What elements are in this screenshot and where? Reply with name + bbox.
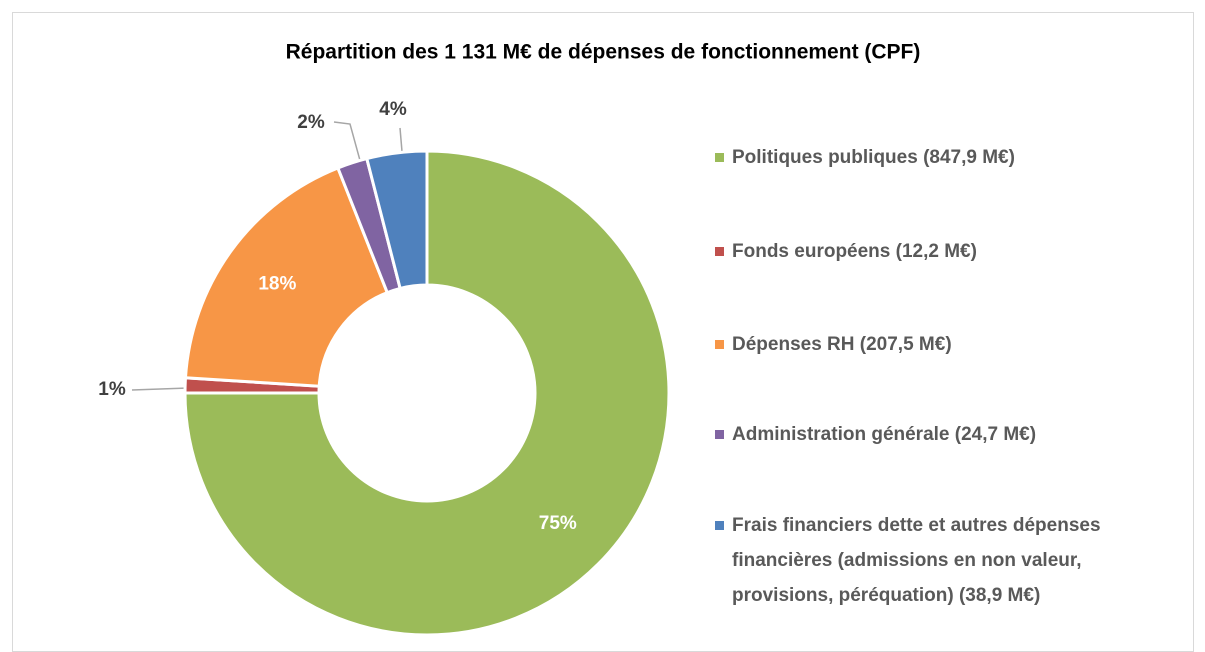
data-label: 4% [379,99,407,120]
legend-label: Fonds européens (12,2 M€) [732,241,977,262]
legend-item: Frais financiers dette et autres dépense… [715,508,1185,613]
legend-swatch [715,153,724,162]
legend-label: Dépenses RH (207,5 M€) [732,334,952,355]
legend-label: Politiques publiques (847,9 M€) [732,147,1015,168]
legend-label: Frais financiers dette et autres dépense… [732,515,1101,606]
legend-item: Fonds européens (12,2 M€) [715,234,977,269]
chart-title: Répartition des 1 131 M€ de dépenses de … [286,41,921,64]
legend-swatch [715,247,724,256]
legend-swatch [715,521,724,530]
data-label: 2% [297,112,325,133]
donut-slice [183,149,671,637]
donut-slice [364,149,429,291]
legend-swatch [715,430,724,439]
data-label: 75% [539,513,577,534]
legend-label: Administration générale (24,7 M€) [732,424,1037,445]
legend-item: Dépenses RH (207,5 M€) [715,327,952,362]
legend-item: Administration générale (24,7 M€) [715,417,1036,452]
data-label: 1% [98,379,126,400]
legend-swatch [715,340,724,349]
donut-slice [183,166,390,388]
data-label: 18% [258,273,296,294]
legend-item: Politiques publiques (847,9 M€) [715,140,1015,175]
